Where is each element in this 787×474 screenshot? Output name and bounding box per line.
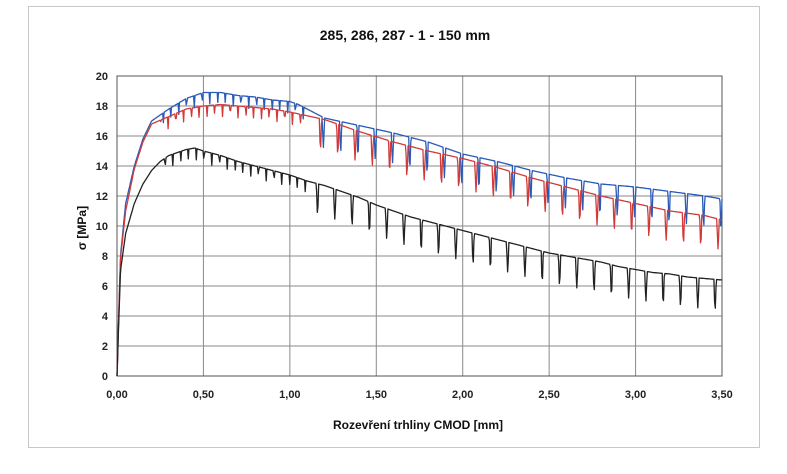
y-tick-label: 8 (102, 251, 108, 263)
series-line-3 (116, 147, 723, 377)
y-tick-label: 6 (102, 281, 108, 293)
x-tick-label: 0,00 (106, 389, 127, 401)
x-tick-label: 1,00 (279, 389, 300, 401)
y-tick-labels: 0 2 4 6 8 10 12 14 16 18 20 (96, 71, 109, 383)
y-tick-label: 2 (102, 341, 108, 353)
series-line-1 (116, 91, 723, 377)
x-tick-label: 2,00 (452, 389, 473, 401)
x-tick-labels: 0,00 0,50 1,00 1,50 2,00 2,50 3,00 3,50 (106, 389, 732, 401)
y-tick-label: 14 (96, 161, 109, 173)
chart-frame (28, 6, 760, 448)
y-tick-label: 18 (96, 101, 108, 113)
x-tick-label: 3,00 (625, 389, 646, 401)
x-tick-label: 1,50 (366, 389, 387, 401)
y-tick-label: 10 (96, 221, 108, 233)
x-tick-label: 3,50 (711, 389, 732, 401)
y-tick-label: 12 (96, 191, 108, 203)
x-tick-label: 0,50 (193, 389, 214, 401)
y-tick-label: 4 (102, 311, 109, 323)
x-axis-label: Rozevření trhliny CMOD [mm] (333, 418, 503, 432)
y-axis-label: σ [MPa] (75, 206, 89, 250)
y-tick-label: 20 (96, 71, 108, 83)
y-tick-label: 0 (102, 371, 108, 383)
y-tick-label: 16 (96, 131, 108, 143)
plot-area (116, 75, 723, 377)
chart-title: 285, 286, 287 - 1 - 150 mm (320, 27, 490, 43)
series-line-2 (116, 103, 723, 377)
series-group (116, 91, 723, 377)
x-tick-label: 2,50 (538, 389, 559, 401)
